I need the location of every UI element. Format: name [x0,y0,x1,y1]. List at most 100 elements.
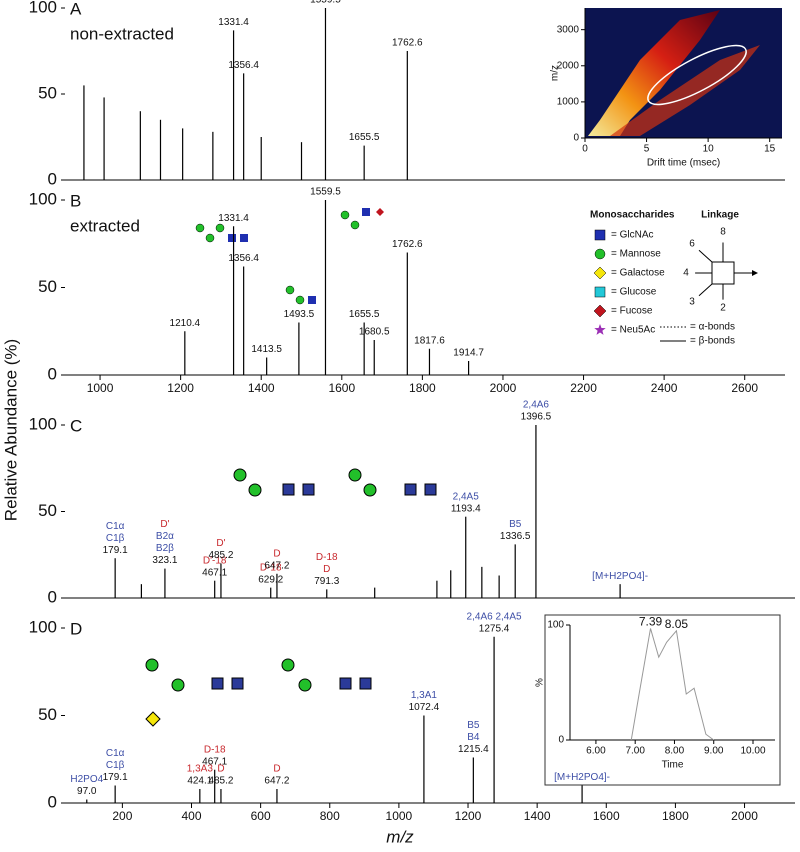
fragment-label: D'-18 [203,555,227,566]
panel-subtitle: extracted [70,216,140,235]
y-axis-label: Relative Abundance (%) [1,339,20,521]
y-tick-label: 50 [38,705,57,724]
peak-label: 179.1 [103,545,128,556]
x-axis-label: Time [662,760,684,771]
peak-label: 1762.6 [392,38,423,49]
y-tick-label: 100 [29,0,57,16]
legend-symbol [594,248,606,260]
peak-label: 424.1 [187,776,212,787]
y-tick-label: 0 [48,169,57,188]
peak-label: 1072.4 [409,702,440,713]
peak-label: 1331.4 [218,213,249,224]
fragment-label: D [323,564,330,575]
heatmap-intensity [610,45,760,136]
panel-letter: A [70,0,82,18]
peak-label: 1336.5 [500,531,531,542]
x-tick-label: 2000 [490,381,517,395]
fragment-label: D' [160,519,169,530]
panel-letter: C [70,416,82,435]
legend-symbol [594,229,606,241]
fragment-label: D [273,764,280,775]
x-tick-label: 1400 [524,809,551,823]
bond-label: = α-bonds [690,322,735,333]
fragment-label: H2PO4 [70,774,103,785]
x-tick-label: 5 [644,144,650,155]
fragment-label: D [217,764,224,775]
x-tick-label: 200 [112,809,132,823]
linkage-bond [698,283,713,297]
fragment-label: 2,4A5 [453,491,480,502]
linkage-position: 6 [689,239,695,250]
x-tick-label: 1000 [87,381,114,395]
x-tick-label: 15 [764,144,776,155]
y-tick-label: 100 [29,617,57,636]
peak-label: 1655.5 [349,309,380,320]
peak-label: 1493.5 [284,309,315,320]
panel-letter: B [70,191,81,210]
x-tick-label: 600 [251,809,271,823]
y-tick-label: 0 [48,364,57,383]
peak-label: 1559.5 [310,0,341,6]
linkage-position: 4 [683,268,689,279]
x-tick-label: 1600 [593,809,620,823]
fragment-label: 2,4A6 2,4A5 [467,611,522,622]
x-tick-label: 800 [320,809,340,823]
fragment-label: D-18 [204,744,226,755]
x-tick-label: 1600 [328,381,355,395]
x-tick-label: 400 [181,809,201,823]
peak-label: 1331.4 [218,17,249,28]
y-tick-label: 2000 [557,60,580,71]
fragment-label: 1,3A3 [187,764,214,775]
peak-label: 1914.7 [453,348,484,359]
peak-label: 647.2 [264,560,289,571]
x-tick-label: 2400 [651,381,678,395]
peak-label: 791.3 [314,576,339,587]
fragment-label: B5 [467,720,480,731]
peak-label: 1655.5 [349,132,380,143]
peak-label: 323.1 [152,555,177,566]
linkage-position: 8 [720,227,726,238]
chromatogram-line [630,628,715,741]
peak-label: 1356.4 [228,253,259,264]
x-tick-label: 1200 [167,381,194,395]
x-tick-label: 0 [582,144,588,155]
y-tick-label: 3000 [557,24,580,35]
x-tick-label: 1800 [409,381,436,395]
x-axis-label: Drift time (msec) [647,158,720,169]
x-tick-label: 1400 [248,381,275,395]
fragment-label: C1β [106,760,125,771]
legend-label: = GlcNAc [611,230,654,241]
fragment-label: 2,4A6 [523,400,550,411]
fragment-label: [M+H2PO4]- [592,571,648,582]
legend-label: = Neu5Ac [611,325,655,336]
peak-label: 1680.5 [359,327,390,338]
glycan-structures [145,208,437,727]
fragment-label: B5 [509,519,522,530]
inset-frame [544,614,781,786]
legend-symbol [593,304,607,318]
y-tick-label: 1000 [557,97,580,108]
x-tick-label: 2000 [731,809,758,823]
peak-label: 1559.5 [310,187,341,198]
fragment-label: [M+H2PO4]- [554,772,610,783]
bond-label: = β-bonds [690,336,735,347]
panel-subtitle: non-extracted [70,24,174,43]
y-tick-label: 0 [573,133,579,144]
peak-label: 1193.4 [451,503,481,514]
x-tick-label: 10.00 [740,746,765,757]
x-tick-label: 1000 [386,809,413,823]
legend-symbol [594,324,606,335]
x-tick-label: 7.00 [625,746,645,757]
panel-letter: D [70,619,82,638]
peak-label: 467.1 [202,756,227,767]
y-tick-label: 0 [48,587,57,606]
y-axis-label: m/z [550,65,561,81]
fragment-label: B2β [156,543,174,554]
peak-label: 467.1 [202,567,227,578]
peak-label: 1817.6 [414,335,445,346]
y-tick-label: 100 [29,414,57,433]
peak-label: 1762.6 [392,239,423,250]
x-axis-label: m/z [386,827,414,846]
peak-label: 1356.4 [228,60,259,71]
